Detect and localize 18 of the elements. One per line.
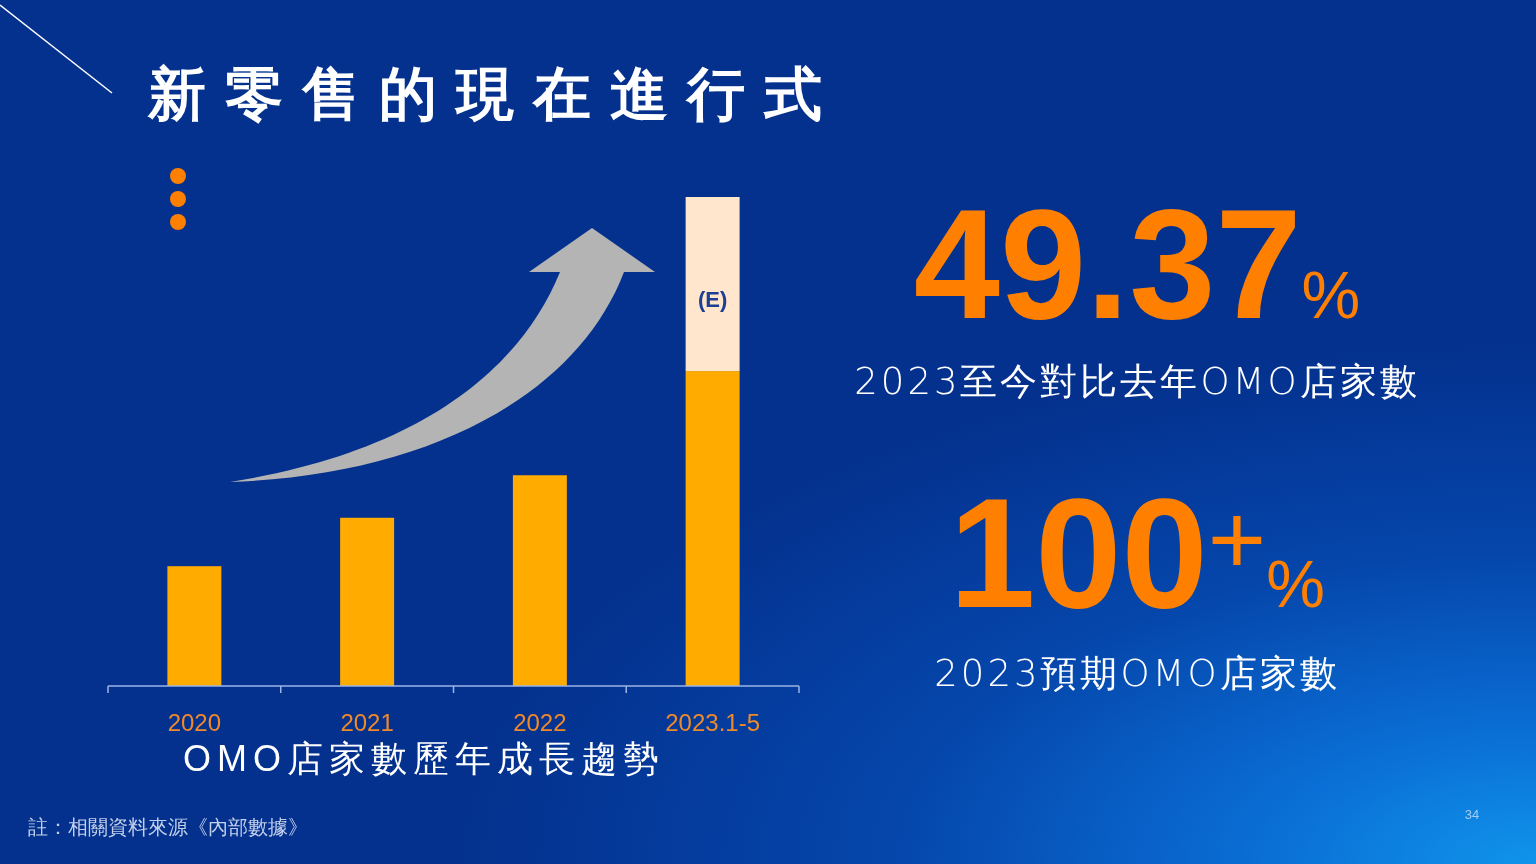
text: 2023預期OMO店家數: [934, 652, 1340, 695]
annotation: (E): [697, 287, 728, 313]
bar: [512, 475, 567, 686]
text: 49.37%: [913, 178, 1361, 351]
bar: [167, 566, 222, 686]
text: 註：相關資料來源《內部數據》: [28, 816, 308, 838]
bar: [685, 197, 740, 372]
text: 2023至今對比去年OMO店家數: [854, 360, 1420, 403]
bar: [340, 517, 395, 686]
x-tick-label: 2023.1-5: [665, 709, 760, 736]
text: 34: [1464, 807, 1480, 822]
x-tick-label: 2021: [340, 709, 394, 736]
text: 100$^{+}$%: [949, 467, 1325, 640]
x-tick-label: 2022: [513, 709, 567, 736]
bar: [685, 371, 740, 686]
x-axis-title: OMO店家數歷年成長趨勢: [183, 738, 665, 779]
chart-title: 新零售的現在進行式: [147, 61, 841, 126]
x-tick-label: 2020: [167, 709, 222, 736]
